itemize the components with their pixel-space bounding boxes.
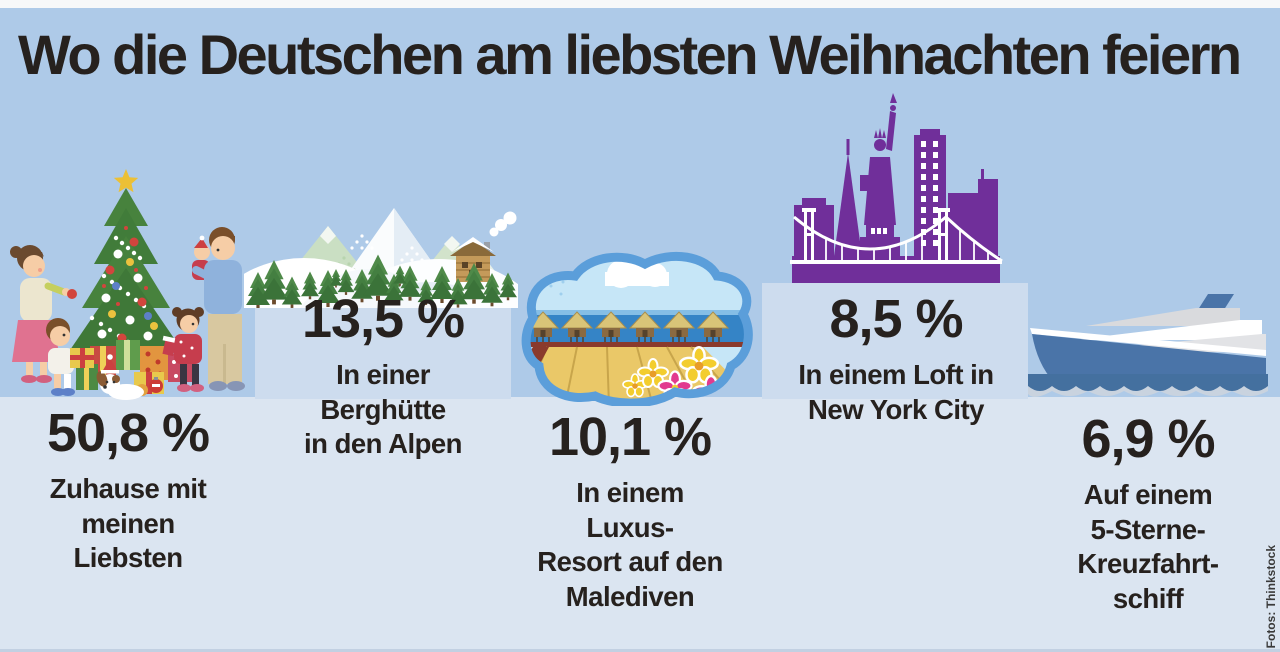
percent-value: 50,8 % <box>46 403 210 463</box>
cruise-ship-illustration <box>1028 294 1268 397</box>
photo-credit: Fotos: Thinkstock <box>1264 544 1278 648</box>
stat-column-zuhause: 50,8 % Zuhause mit meinen Liebsten <box>8 406 248 576</box>
bottom-border <box>0 649 1280 652</box>
percent-value: 13,5 % <box>301 289 465 349</box>
star-icon <box>113 169 139 193</box>
category-label-line: Malediven <box>565 580 695 612</box>
category-label: In einem Loft in New York City <box>764 358 1028 427</box>
bridge-icon <box>790 208 1002 264</box>
category-label-line: In einem <box>576 477 684 508</box>
category-label-line: 5-Sterne- <box>1090 513 1206 545</box>
category-label-line: Resort auf den <box>537 546 723 578</box>
category-label-line: Luxus- <box>586 511 674 543</box>
category-label-line: Liebsten <box>73 542 183 574</box>
top-border <box>0 0 1280 8</box>
category-label-line: Zuhause mit <box>49 473 207 504</box>
alps-berghuette-illustration <box>244 208 518 308</box>
stat-column-new-york: 8,5 % In einem Loft in New York City <box>764 292 1028 427</box>
new-york-skyline-illustration <box>790 93 1003 283</box>
category-label: Zuhause mit meinen Liebsten <box>8 472 248 576</box>
category-label-line: New York City <box>808 393 984 425</box>
category-label: In einer Berghütte in den Alpen <box>256 358 510 462</box>
bottom-panel <box>0 397 1280 652</box>
category-label-line: in den Alpen <box>304 428 462 460</box>
page-title: Wo die Deutschen am liebsten Weihnachten… <box>18 23 1242 86</box>
stat-column-kreuzfahrt: 6,9 % Auf einem 5-Sterne- Kreuzfahrt- sc… <box>1032 412 1264 617</box>
percent-value: 10,1 % <box>548 407 712 467</box>
category-label-line: Berghütte <box>320 393 446 425</box>
category-label: In einem Luxus- Resort auf den Malediven <box>506 476 754 615</box>
category-label-line: Auf einem <box>1083 479 1213 510</box>
family-christmas-tree-illustration <box>10 169 245 400</box>
category-label-line: meinen <box>81 507 175 539</box>
category-label-line: Kreuzfahrt- <box>1077 548 1219 580</box>
category-label-line: schiff <box>1112 582 1184 614</box>
category-label-line: In einem Loft in <box>798 359 994 390</box>
stat-column-berghuette: 13,5 % In einer Berghütte in den Alpen <box>256 292 510 462</box>
category-label: Auf einem 5-Sterne- Kreuzfahrt- schiff <box>1032 478 1264 617</box>
percent-value: 6,9 % <box>1081 409 1215 469</box>
category-label-line: In einer <box>336 359 430 390</box>
bar-panel-new-york <box>762 283 1028 399</box>
percent-value: 8,5 % <box>829 289 963 349</box>
stat-column-malediven: 10,1 % In einem Luxus- Resort auf den Ma… <box>506 410 754 615</box>
maldives-resort-illustration <box>521 251 753 406</box>
